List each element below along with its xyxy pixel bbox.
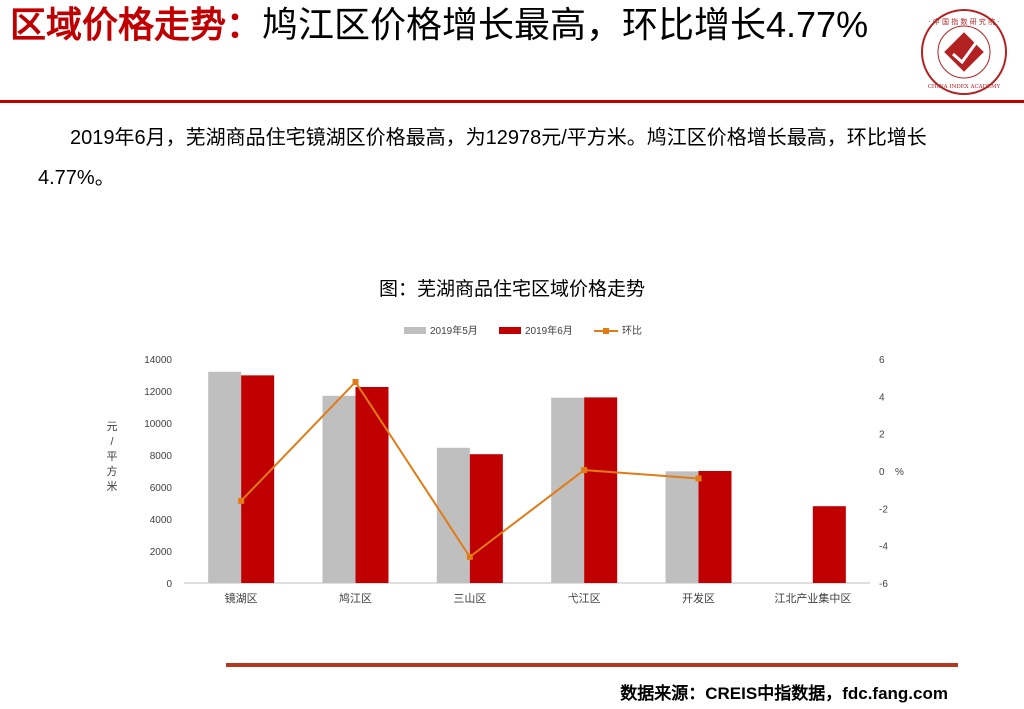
bar-june [698, 471, 732, 583]
y-axis-label-char: / [110, 436, 114, 448]
x-tick-label: 鸠江区 [339, 591, 372, 605]
x-tick-label: 弋江区 [568, 592, 601, 605]
header-divider [0, 100, 1024, 103]
y-tick-label: 2000 [150, 547, 173, 558]
mom-point [581, 467, 588, 474]
bar-may [208, 371, 242, 583]
bar-june [469, 454, 503, 583]
chart-title: 图：芜湖商品住宅区域价格走势 [378, 279, 645, 300]
y-axis-label-char: 元 [107, 421, 118, 433]
y-axis-label-char: 方 [107, 464, 118, 478]
legend-label: 环比 [622, 325, 642, 337]
bar-june [241, 375, 275, 583]
y2-axis-label: % [895, 467, 904, 478]
y-tick-label: 14000 [144, 355, 172, 366]
y2-tick-label: -2 [879, 504, 888, 515]
x-tick-label: 镜湖区 [225, 591, 258, 605]
legend-label: 2019年6月 [525, 324, 573, 337]
bar-june [355, 387, 389, 583]
y2-tick-label: -6 [879, 579, 888, 590]
page-title: 区域价格走势：鸠江区价格增长最高，环比增长4.77% [10, 4, 910, 46]
china-index-academy-logo: · 中 国 指 数 研 究 院 · CHINA INDEX ACADEMY [921, 9, 1007, 95]
x-tick-label: 三山区 [453, 592, 486, 605]
data-source: 数据来源：CREIS中指数据，fdc.fang.com [620, 684, 948, 703]
x-tick-label: 江北产业集中区 [774, 591, 851, 605]
bar-june [812, 506, 846, 583]
y-tick-label: 4000 [150, 515, 173, 526]
title-highlight: 区域价格走势： [10, 4, 263, 45]
y-tick-label: 0 [166, 579, 172, 590]
y2-tick-label: 0 [879, 467, 885, 478]
summary-text: 2019年6月，芜湖商品住宅镜湖区价格最高，为12978元/平方米。鸠江区价格增… [38, 127, 927, 189]
y-axis-label-char: 米 [107, 480, 118, 493]
mom-point [238, 497, 245, 504]
y2-tick-label: 4 [879, 392, 885, 403]
x-tick-label: 开发区 [682, 591, 715, 605]
y-axis-label-char: 平 [107, 451, 118, 463]
title-text: 鸠江区价格增长最高，环比增长4.77% [262, 4, 869, 45]
bar-june [584, 397, 618, 583]
y-tick-label: 6000 [150, 483, 173, 494]
svg-text:CHINA INDEX ACADEMY: CHINA INDEX ACADEMY [928, 84, 1001, 90]
legend-swatch [499, 327, 521, 334]
mom-point [466, 553, 473, 560]
legend-label: 2019年5月 [430, 324, 478, 337]
legend-swatch [404, 327, 426, 334]
footer-divider [226, 663, 958, 667]
y-tick-label: 8000 [150, 451, 173, 462]
bar-may [665, 471, 699, 583]
y2-tick-label: -4 [879, 542, 888, 553]
y-tick-label: 10000 [144, 419, 172, 430]
mom-point [695, 475, 702, 482]
mom-point [352, 378, 359, 385]
price-trend-chart: 0 2000 4000 6000 8000 10000 12000 14000 -6 -4 -2 0 2… [107, 324, 905, 605]
y2-tick-label: 2 [879, 430, 885, 441]
y-tick-label: 12000 [144, 387, 172, 398]
svg-text:· 中 国 指 数 研 究 院 ·: · 中 国 指 数 研 究 院 · [928, 17, 999, 26]
legend-marker [603, 328, 609, 334]
y2-tick-label: 6 [879, 355, 885, 366]
bar-may [322, 395, 356, 583]
